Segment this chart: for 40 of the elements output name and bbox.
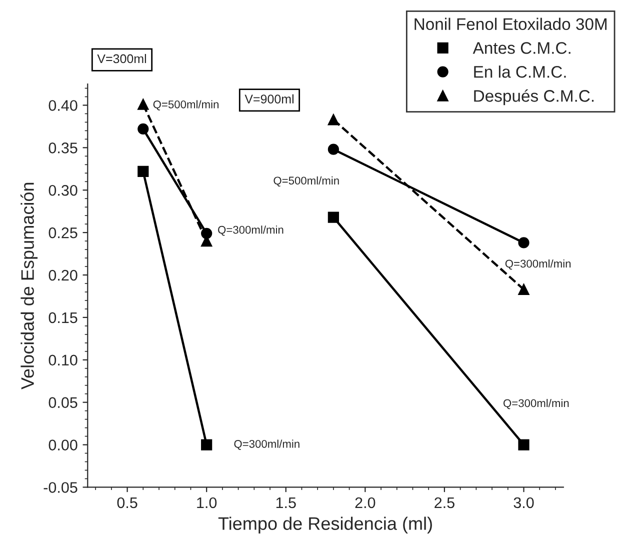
y-tick-label: 0.35 [48, 142, 78, 154]
legend-label: Después C.M.C. [474, 89, 594, 106]
x-tick-label: 1.0 [197, 497, 217, 508]
y-tick-label: 0.30 [48, 184, 78, 196]
point [518, 439, 530, 450]
x-tick-label: 2.5 [434, 497, 454, 508]
y-axis-title: Velocidad de Espumación [20, 182, 38, 390]
legend-label: En la C.M.C. [474, 66, 566, 78]
annotation: V=900ml [244, 94, 294, 104]
point [138, 98, 149, 110]
annotation: Q=300ml/min [234, 440, 300, 450]
text: V=300ml [97, 54, 146, 64]
point [328, 114, 340, 126]
point [328, 212, 340, 223]
x-tick-label: 2.0 [355, 497, 376, 508]
annotation: Q=300ml/min [218, 226, 284, 236]
y-tick-label: 0.25 [48, 227, 78, 238]
y-tick-label: 0.20 [48, 270, 78, 281]
annotation: Q=500ml/min [153, 100, 218, 110]
point [138, 166, 149, 177]
point [201, 439, 212, 450]
x-tick-label: 1.5 [276, 497, 296, 508]
point [138, 123, 149, 135]
annotation: Q=300ml/min [505, 259, 571, 270]
y-tick-label: 0.15 [48, 312, 78, 324]
annotation: Q=300ml/min [504, 398, 569, 410]
x-tick-label: 3.0 [514, 497, 534, 508]
legend-title: Nonil Fenol Etoxilado 30M [414, 18, 607, 30]
x-axis-title: Tiempo de Residencia (ml) [218, 516, 432, 534]
point [518, 237, 530, 248]
legend-label: Antes C.M.C. [472, 42, 570, 54]
y-tick-label: 0.10 [48, 354, 78, 366]
y-tick-label: 0.00 [48, 440, 78, 450]
point [328, 144, 340, 155]
y-tick-label: -0.05 [44, 482, 78, 493]
x-tick-label: 0.5 [117, 497, 138, 508]
point [518, 284, 530, 295]
y-tick-label: 0.40 [48, 100, 78, 111]
annotation: Q=500ml/min [274, 176, 339, 187]
y-tick-label: 0.05 [48, 397, 78, 408]
